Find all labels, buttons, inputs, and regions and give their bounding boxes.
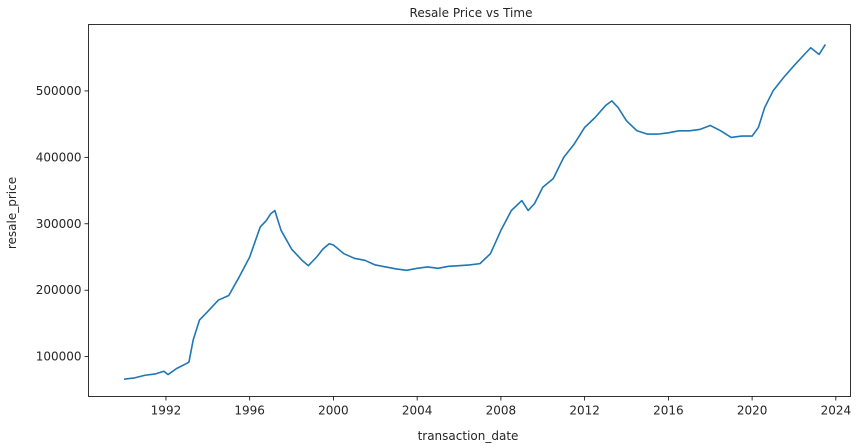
x-axis-title: transaction_date xyxy=(418,429,519,443)
y-tick-label: 500000 xyxy=(36,84,82,98)
x-tick-label: 2024 xyxy=(821,404,852,418)
x-tick-label: 1992 xyxy=(151,404,182,418)
y-tick-label: 400000 xyxy=(36,150,82,164)
x-tick-label: 2000 xyxy=(318,404,349,418)
plot-area xyxy=(123,44,827,381)
x-tick-label: 2004 xyxy=(402,404,433,418)
x-tick-label: 2016 xyxy=(653,404,684,418)
x-tick-label: 1996 xyxy=(234,404,265,418)
y-tick-label: 200000 xyxy=(36,283,82,297)
x-tick-label: 2020 xyxy=(737,404,768,418)
x-axis: 1992 1996 2000 2004 2008 2012 2016 2020 2024 xyxy=(151,396,852,418)
y-tick-label: 100000 xyxy=(36,350,82,364)
chart-title: Resale Price vs Time xyxy=(410,6,533,20)
y-tick-label: 300000 xyxy=(36,217,82,231)
x-tick-label: 2012 xyxy=(569,404,600,418)
plot-frame xyxy=(88,24,851,397)
series-line xyxy=(123,44,827,381)
y-axis: 100000 200000 300000 400000 500000 xyxy=(36,84,89,364)
x-tick-label: 2008 xyxy=(486,404,517,418)
y-axis-title: resale_price xyxy=(5,177,19,249)
